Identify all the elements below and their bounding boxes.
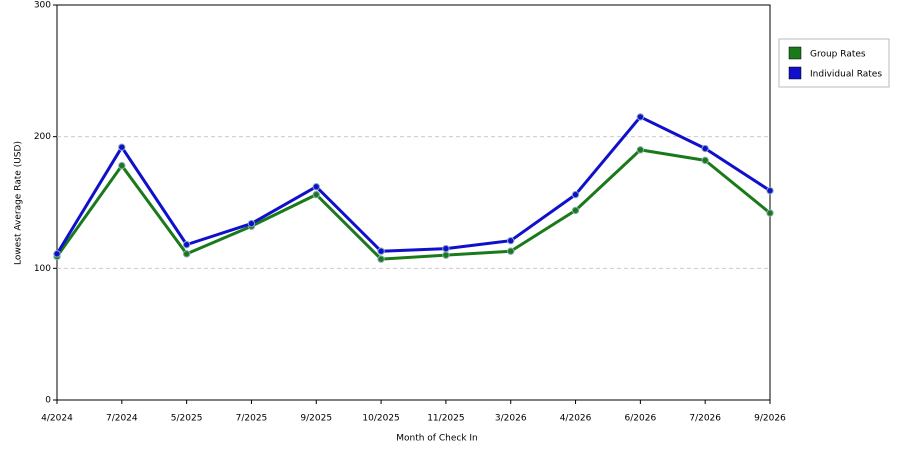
x-tick-label: 9/2025 (300, 414, 332, 424)
point (377, 247, 385, 255)
point (507, 247, 515, 255)
x-tick-label: 7/2026 (689, 414, 721, 424)
series-line (55, 115, 771, 255)
x-tick-label: 4/2024 (41, 414, 73, 424)
x-tick-label: 7/2025 (236, 414, 268, 424)
point (442, 251, 450, 259)
y-tick-label: 0 (45, 396, 51, 406)
series-line (55, 148, 771, 261)
point (182, 240, 191, 249)
point (507, 236, 515, 245)
x-tick-label: 9/2026 (754, 414, 786, 424)
point (312, 183, 320, 191)
x-tick-label: 10/2025 (362, 414, 399, 424)
point (636, 113, 645, 121)
x-tick-label: 6/2026 (625, 414, 657, 424)
legend-swatch (788, 66, 802, 80)
x-tick-label: 4/2026 (560, 414, 592, 424)
y-tick-label: 100 (34, 264, 51, 274)
point (118, 161, 126, 170)
point (701, 156, 709, 165)
point (571, 206, 580, 215)
y-tick-label: 300 (34, 1, 51, 11)
y-axis-label: Lowest Average Rate (USD) (14, 141, 24, 265)
point (312, 190, 320, 199)
x-tick-label: 5/2025 (171, 414, 203, 424)
x-tick-label: 3/2026 (495, 414, 527, 424)
legend-box (778, 38, 890, 88)
x-tick-label: 7/2024 (106, 414, 138, 424)
point (118, 143, 126, 151)
point (766, 209, 774, 217)
point (182, 250, 191, 258)
point (442, 244, 450, 253)
point (766, 186, 774, 195)
point (571, 190, 580, 199)
point (636, 146, 645, 154)
x-axis-label: Month of Check In (396, 434, 478, 444)
plot-area (56, 4, 771, 401)
point (377, 255, 385, 263)
point (247, 219, 256, 228)
point (701, 144, 709, 153)
legend-swatch (788, 46, 802, 60)
legend-label: Group Rates (810, 50, 866, 60)
point (53, 250, 61, 258)
legend-label: Individual Rates (810, 70, 882, 80)
y-tick-label: 200 (34, 132, 51, 142)
x-tick-label: 11/2025 (427, 414, 464, 424)
